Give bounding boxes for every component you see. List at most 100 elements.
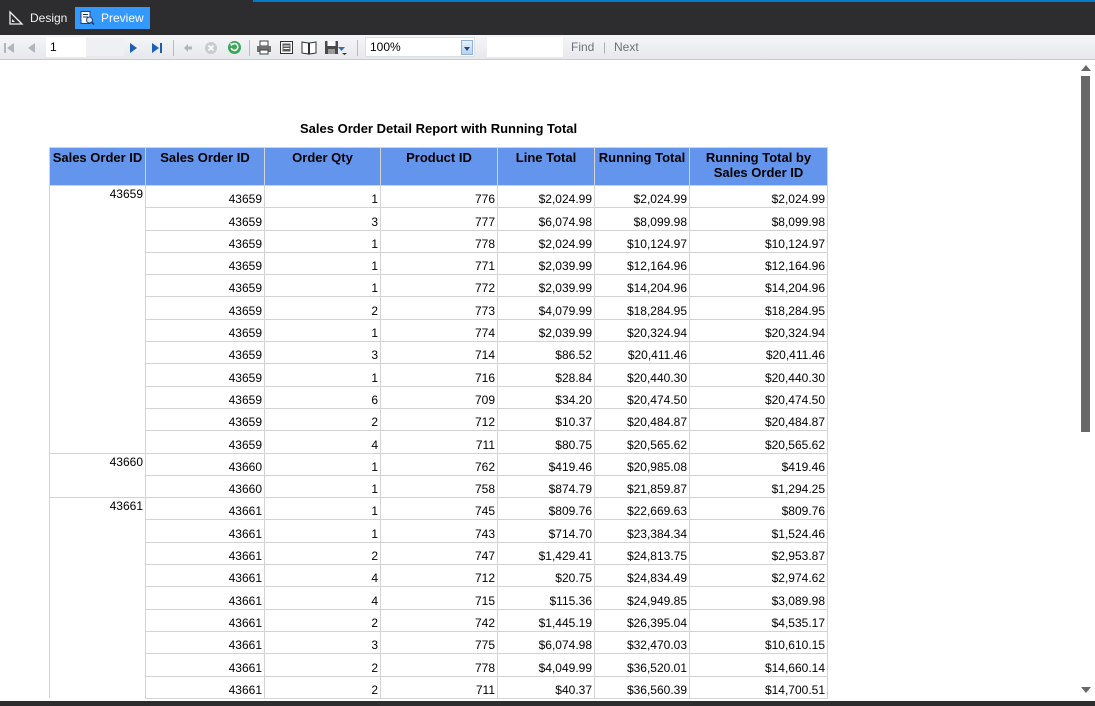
table-cell: 43661 xyxy=(145,564,265,588)
table-cell: 778 xyxy=(380,229,498,253)
table-cell: 747 xyxy=(380,541,498,566)
table-cell: $4,079.99 xyxy=(497,296,595,320)
table-cell: $40.37 xyxy=(497,675,595,699)
next-page-icon[interactable] xyxy=(128,39,140,56)
table-cell: $1,429.41 xyxy=(497,541,595,566)
table-cell: $18,284.95 xyxy=(689,296,828,320)
find-link[interactable]: Find xyxy=(571,40,595,54)
table-cell: $2,024.99 xyxy=(497,229,595,253)
zoom-select[interactable]: 100% xyxy=(365,37,475,57)
table-cell: $10,124.97 xyxy=(689,229,828,253)
stop-icon[interactable] xyxy=(203,39,219,56)
column-header: Running Total xyxy=(594,147,690,186)
table-cell: $6,074.98 xyxy=(497,207,595,231)
column-header: Running Total by Sales Order ID xyxy=(689,147,828,186)
table-cell: 43661 xyxy=(145,653,265,677)
table-cell: 3 xyxy=(264,207,381,231)
table-cell: $4,535.17 xyxy=(689,608,828,632)
group-order-id-cell xyxy=(49,542,146,565)
table-cell: 745 xyxy=(380,497,498,521)
table-cell: $20,484.87 xyxy=(689,407,828,432)
table-row: 43659 43659 1 776 $2,024.99 $2,024.99 $2,024.9… xyxy=(49,184,828,209)
table-cell: $6,074.98 xyxy=(497,630,595,655)
table-row: 43661 4 712 $20.75 $24,834.49 $2,974.62 xyxy=(49,564,828,588)
chevron-down-icon[interactable] xyxy=(461,40,473,55)
table-cell: 1 xyxy=(264,519,381,543)
table-cell: 1 xyxy=(264,474,381,499)
group-order-id-cell xyxy=(49,319,146,342)
table-row: 43661 4 715 $115.36 $24,949.85 $3,089.98 xyxy=(49,586,828,610)
table-cell: $20,565.62 xyxy=(594,430,690,454)
export-icon[interactable] xyxy=(323,39,349,56)
find-next-link[interactable]: Next xyxy=(614,40,639,54)
table-cell: $20,484.87 xyxy=(594,407,690,432)
table-cell: $1,294.25 xyxy=(689,474,828,499)
scroll-down-icon[interactable] xyxy=(1081,687,1091,693)
table-cell: 711 xyxy=(380,430,498,454)
table-cell: 1 xyxy=(264,363,381,387)
table-cell: 1 xyxy=(264,229,381,253)
table-cell: 43659 xyxy=(145,296,265,320)
refresh-icon[interactable] xyxy=(226,39,242,56)
table-cell: $419.46 xyxy=(497,452,595,476)
previous-page-icon[interactable] xyxy=(24,39,38,56)
last-page-icon[interactable] xyxy=(150,39,164,56)
table-cell: 716 xyxy=(380,363,498,387)
tab-preview[interactable]: Preview xyxy=(75,7,150,29)
column-header: Sales Order ID xyxy=(145,147,265,186)
group-order-id-cell: 43660 xyxy=(49,452,146,476)
table-cell: $2,039.99 xyxy=(497,274,595,298)
table-cell: $419.46 xyxy=(689,452,828,476)
table-row: 43661 2 778 $4,049.99 $36,520.01 $14,660.14 xyxy=(49,653,828,677)
table-header-row: Sales Order ID Sales Order ID Order Qty … xyxy=(49,147,828,186)
tab-preview-label: Preview xyxy=(101,11,144,25)
group-order-id-cell: 43661 xyxy=(49,497,146,520)
table-cell: 43659 xyxy=(145,207,265,231)
print-icon[interactable] xyxy=(255,39,272,56)
table-cell: $24,834.49 xyxy=(594,564,690,588)
table-cell: 742 xyxy=(380,608,498,632)
report-title: Sales Order Detail Report with Running T… xyxy=(300,121,578,136)
table-cell: $20,440.30 xyxy=(594,363,690,387)
zoom-value: 100% xyxy=(370,40,401,54)
page-number-input[interactable] xyxy=(46,37,86,57)
table-cell: 1 xyxy=(264,497,381,521)
table-cell: 2 xyxy=(264,407,381,432)
page-setup-icon[interactable] xyxy=(300,39,318,56)
group-order-id-cell: 43659 xyxy=(49,185,146,208)
table-cell: $14,700.51 xyxy=(689,675,828,699)
first-page-icon[interactable] xyxy=(2,39,16,56)
scrollbar-thumb[interactable] xyxy=(1081,76,1090,432)
print-layout-icon[interactable] xyxy=(278,39,295,56)
table-cell: 43660 xyxy=(145,452,265,476)
vertical-scrollbar[interactable] xyxy=(1077,60,1095,701)
find-text-input[interactable] xyxy=(487,37,563,57)
table-cell: 43661 xyxy=(145,630,265,655)
table-cell: $1,524.46 xyxy=(689,519,828,543)
back-icon[interactable] xyxy=(181,39,195,56)
table-cell: 777 xyxy=(380,207,498,231)
table-cell: $809.76 xyxy=(497,497,595,521)
table-cell: $2,974.62 xyxy=(689,564,828,588)
group-order-id-cell xyxy=(49,341,146,364)
table-row: 43661 3 775 $6,074.98 $32,470.03 $10,610.15 xyxy=(49,630,828,655)
table-cell: $14,660.14 xyxy=(689,653,828,677)
table-cell: $2,024.99 xyxy=(594,184,690,209)
group-order-id-cell xyxy=(49,475,146,498)
scroll-up-icon[interactable] xyxy=(1081,65,1091,71)
table-cell: 712 xyxy=(380,564,498,588)
table-cell: 43661 xyxy=(145,519,265,543)
table-cell: $20,474.50 xyxy=(689,385,828,409)
group-order-id-cell xyxy=(49,252,146,275)
group-order-id-cell xyxy=(49,386,146,409)
table-cell: 43659 xyxy=(145,363,265,387)
table-cell: 43661 xyxy=(145,497,265,521)
table-cell: $12,164.96 xyxy=(689,251,828,276)
table-cell: 714 xyxy=(380,341,498,365)
report-table: Sales Order ID Sales Order ID Order Qty … xyxy=(49,147,828,699)
table-cell: 2 xyxy=(264,296,381,320)
tab-design[interactable]: Design xyxy=(4,7,73,29)
table-cell: 1 xyxy=(264,452,381,476)
table-cell: 43661 xyxy=(145,675,265,699)
table-cell: 43659 xyxy=(145,385,265,409)
